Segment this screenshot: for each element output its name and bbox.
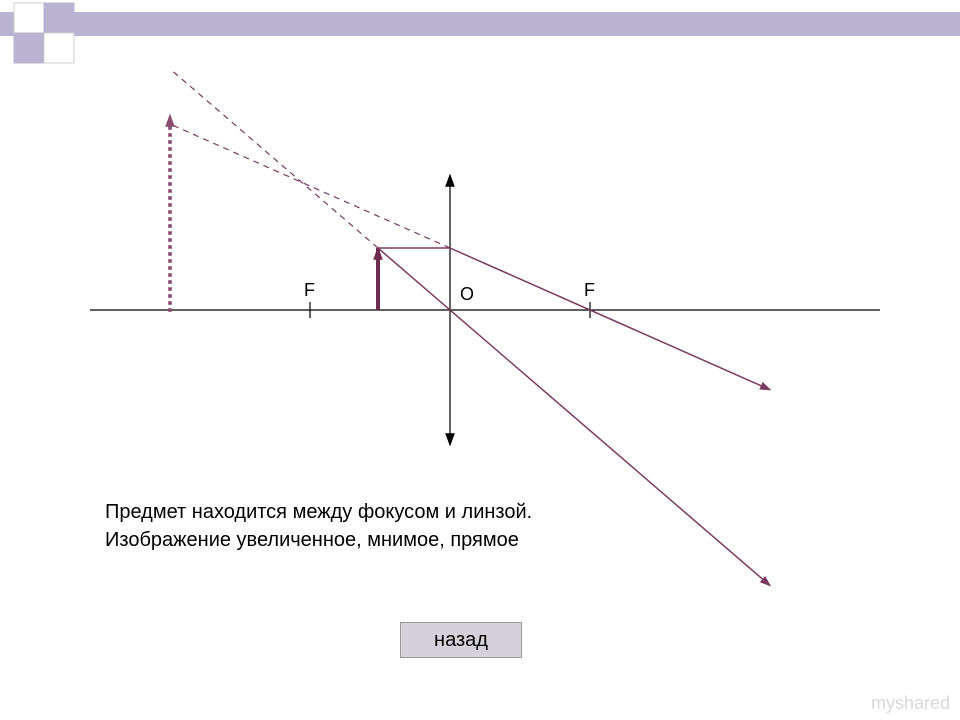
back-button[interactable]: назад bbox=[400, 622, 522, 658]
label-O: О bbox=[460, 284, 474, 305]
lens-diagram bbox=[0, 0, 960, 720]
label-F-right: F bbox=[584, 280, 595, 301]
caption-line1: Предмет находится между фокусом и линзой… bbox=[105, 498, 532, 526]
caption-line2: Изображение увеличенное, мнимое, прямое bbox=[105, 526, 532, 554]
diagram-caption: Предмет находится между фокусом и линзой… bbox=[105, 498, 532, 554]
watermark: myshared bbox=[871, 693, 950, 714]
label-F-left: F bbox=[304, 280, 315, 301]
